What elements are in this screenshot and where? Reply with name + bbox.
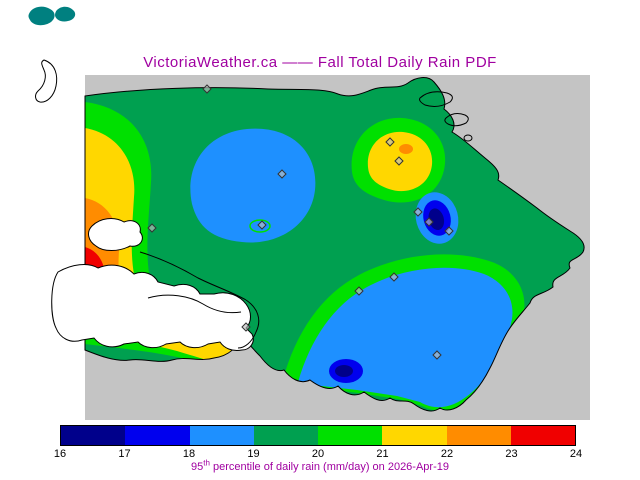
colorbar-tick: 23 <box>505 448 518 460</box>
station-marker <box>257 220 267 230</box>
contour-region-upper-blue-blob <box>190 128 316 243</box>
island-outline <box>444 113 469 127</box>
station-marker <box>444 226 454 236</box>
colorbar-ticks: 16 17 18 19 20 21 22 23 24 <box>54 448 582 461</box>
station-marker <box>424 217 434 227</box>
colorbar-tick: 21 <box>376 448 389 460</box>
east-core-navy <box>428 208 445 231</box>
domain-coastline-outline <box>84 77 585 412</box>
station-marker <box>241 322 251 332</box>
station-markers <box>147 84 454 360</box>
land-southwest-peninsula <box>51 264 254 351</box>
colorbar-caption: 95th percentile of daily rain (mm/day) o… <box>0 458 640 473</box>
colorbar-segment-1 <box>125 426 190 445</box>
coastline-inner-bay <box>147 294 242 314</box>
contour-ring-small <box>249 219 271 233</box>
colorbar-tick: 19 <box>247 448 260 460</box>
colorbar-tick: 24 <box>569 448 583 460</box>
contour-region-south-navy-core <box>335 365 353 377</box>
station-marker <box>385 137 395 147</box>
colorbar-segment-2 <box>189 426 254 445</box>
colorbar-tick: 20 <box>311 448 325 460</box>
station-marker <box>432 350 442 360</box>
station-marker <box>394 156 404 166</box>
island-outline <box>419 91 453 107</box>
contour-region-northeast-orange-dot <box>399 144 413 154</box>
caption-superscript: th <box>203 458 210 468</box>
colorbar-segment-6 <box>446 426 511 445</box>
colorbar-tick: 18 <box>182 448 196 460</box>
caption-text: percentile of daily rain (mm/day) on 202… <box>209 461 449 473</box>
station-marker <box>277 169 287 179</box>
island-outline <box>463 134 473 142</box>
colorbar-segment-4 <box>318 426 383 445</box>
station-marker <box>413 207 423 217</box>
colorbar-segment-0 <box>61 426 126 445</box>
colorbar <box>60 425 576 446</box>
station-marker <box>354 286 364 296</box>
station-marker <box>202 84 212 94</box>
coastline-fragment <box>35 59 58 103</box>
land-small-blob <box>88 218 143 251</box>
coastline-channel <box>139 251 247 301</box>
coastline-peninsula <box>237 299 260 349</box>
station-marker <box>147 223 157 233</box>
station-marker <box>389 272 399 282</box>
colorbar-tick: 17 <box>118 448 131 460</box>
map-corner-fragment <box>28 6 55 26</box>
colorbar-segment-3 <box>253 426 318 445</box>
colorbar-segment-5 <box>382 426 447 445</box>
figure-title: VictoriaWeather.ca —— Fall Total Daily R… <box>143 54 497 71</box>
colorbar-tick: 16 <box>53 448 67 460</box>
caption-value: 95 <box>191 461 204 473</box>
map-corner-fragment <box>55 6 76 22</box>
colorbar-tick: 22 <box>440 448 454 460</box>
colorbar-segment-7 <box>510 426 575 445</box>
